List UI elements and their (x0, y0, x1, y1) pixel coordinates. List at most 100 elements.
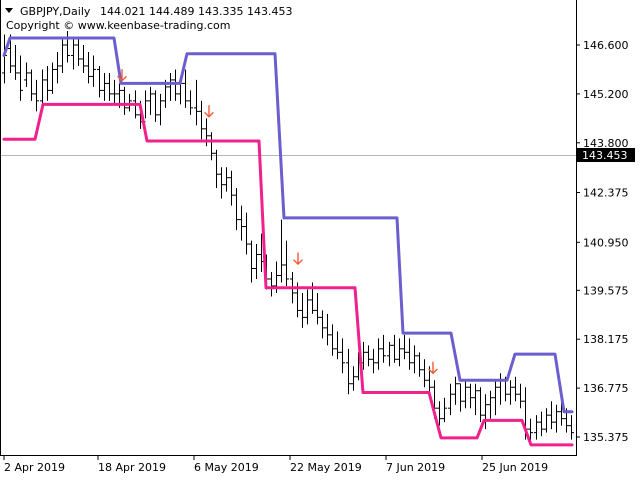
ohlc-bar (340, 338, 345, 374)
ohlc-bar (335, 331, 340, 360)
ohlc-bar (376, 338, 381, 370)
ohlc-bar (122, 86, 127, 115)
ohlc-bar (2, 34, 7, 84)
x-tick-label: 25 Jun 2019 (482, 461, 548, 474)
ohlc-bar (18, 55, 23, 101)
ohlc-bar (534, 415, 539, 440)
ohlc-bar (183, 69, 188, 108)
ohlc-bar (45, 65, 50, 101)
ohlc-bar (300, 292, 305, 328)
ohlc-bar (86, 51, 91, 84)
ohlc-bar (219, 167, 224, 199)
symbol-label: GBPJPY,Daily (20, 5, 91, 18)
ohlc-bar (24, 62, 29, 87)
ohlc-bar (463, 380, 468, 409)
ohlc-bar (330, 324, 335, 356)
current-price-label: 143.453 (582, 149, 628, 162)
ohlc-bar (194, 79, 199, 126)
arrow-down-icon (117, 69, 127, 82)
y-tick-label: 135.375 (583, 431, 629, 444)
ohlc-bar (76, 38, 81, 66)
ohlc-bar (468, 383, 473, 409)
y-axis: 146.600 145.200 143.800 142.375 140.950 139.5… (576, 39, 629, 444)
y-tick-label: 142.375 (583, 187, 629, 200)
x-tick-label: 7 Jun 2019 (386, 461, 445, 474)
ohlc-bar (269, 271, 274, 297)
x-tick-label: 18 Apr 2019 (98, 461, 166, 474)
ohlc-bar (351, 366, 356, 391)
ohlc-bar (34, 79, 39, 112)
arrow-down-icon (293, 252, 303, 265)
ohlc-bar (168, 72, 173, 101)
y-tick-label: 136.775 (583, 382, 629, 395)
ohlc-bar (188, 90, 193, 115)
ohlc-bar (397, 338, 402, 367)
ohlc-bar (478, 387, 483, 423)
ohlc-bar (224, 167, 229, 192)
ohlc-bar (214, 149, 219, 189)
ohlc-bar (60, 38, 65, 73)
ohlc-bar (407, 338, 412, 370)
current-price-marker: 143.453 (577, 148, 635, 162)
ohlc-bar (498, 373, 503, 405)
ohlc-bar (437, 401, 442, 426)
ohlc-bar (239, 205, 244, 241)
ohlc-bar (13, 45, 18, 80)
ohlc-bar (244, 212, 249, 255)
copyright-text: Copyright © www.keenbase-trading.com (6, 19, 230, 32)
arrow-down-icon (428, 361, 438, 375)
ohlc-bar (554, 404, 559, 433)
ohlc-bar (387, 341, 392, 367)
ohlc-bar (71, 38, 76, 70)
ohlc-bar (40, 69, 45, 105)
upper-channel-line (2, 36, 574, 414)
ohlc-bar (513, 376, 518, 402)
x-tick-label: 6 May 2019 (194, 461, 259, 474)
ohlc-bar (569, 415, 574, 440)
ohlc-bar (127, 93, 132, 112)
ohlc-bar (305, 289, 310, 325)
ohlc-bar (209, 132, 214, 161)
price-bars (2, 31, 574, 444)
ohlc-bar (346, 348, 351, 395)
ohlc-values: 144.021 144.489 143.335 143.453 (100, 5, 292, 18)
ohlc-bar (50, 62, 55, 94)
ohlc-bar (381, 334, 386, 363)
ohlc-bar (320, 310, 325, 339)
y-tick-label: 146.600 (583, 39, 629, 52)
x-tick-label: 22 May 2019 (290, 461, 362, 474)
ohlc-bar (65, 31, 70, 63)
ohlc-bar (442, 397, 447, 423)
x-axis: 2 Apr 2019 18 Apr 2019 6 May 2019 22 May 20… (3, 456, 548, 474)
ohlc-bar (107, 72, 112, 101)
ohlc-bar (229, 170, 234, 206)
y-tick-label: 140.950 (583, 236, 629, 249)
ohlc-bar (81, 45, 86, 73)
ohlc-bar (112, 79, 117, 105)
ohlc-bar (539, 411, 544, 437)
ohlc-bar (528, 418, 533, 444)
ohlc-bar (392, 334, 397, 363)
y-tick-label: 145.200 (583, 88, 629, 101)
y-tick-label: 139.575 (583, 284, 629, 297)
ohlc-bar (148, 86, 153, 115)
ohlc-bar (254, 244, 259, 279)
y-tick-label: 138.175 (583, 333, 629, 346)
ohlc-bar (153, 90, 158, 122)
ohlc-bar (549, 401, 554, 430)
chart-header: GBPJPY,Daily 144.021 144.489 143.335 143… (5, 5, 292, 32)
ohlc-bar (91, 55, 96, 87)
ohlc-bar (366, 345, 371, 367)
ohlc-bar (473, 383, 478, 416)
ohlc-bar (234, 188, 239, 231)
ohlc-bar (325, 313, 330, 346)
x-tick-label: 2 Apr 2019 (4, 461, 65, 474)
ohlc-bar (458, 383, 463, 412)
ohlc-bar (544, 408, 549, 433)
y-tick-label: 143.800 (583, 137, 629, 150)
ohlc-bar (199, 100, 204, 140)
arrow-down-icon (204, 105, 214, 118)
signal-arrows (117, 69, 438, 375)
